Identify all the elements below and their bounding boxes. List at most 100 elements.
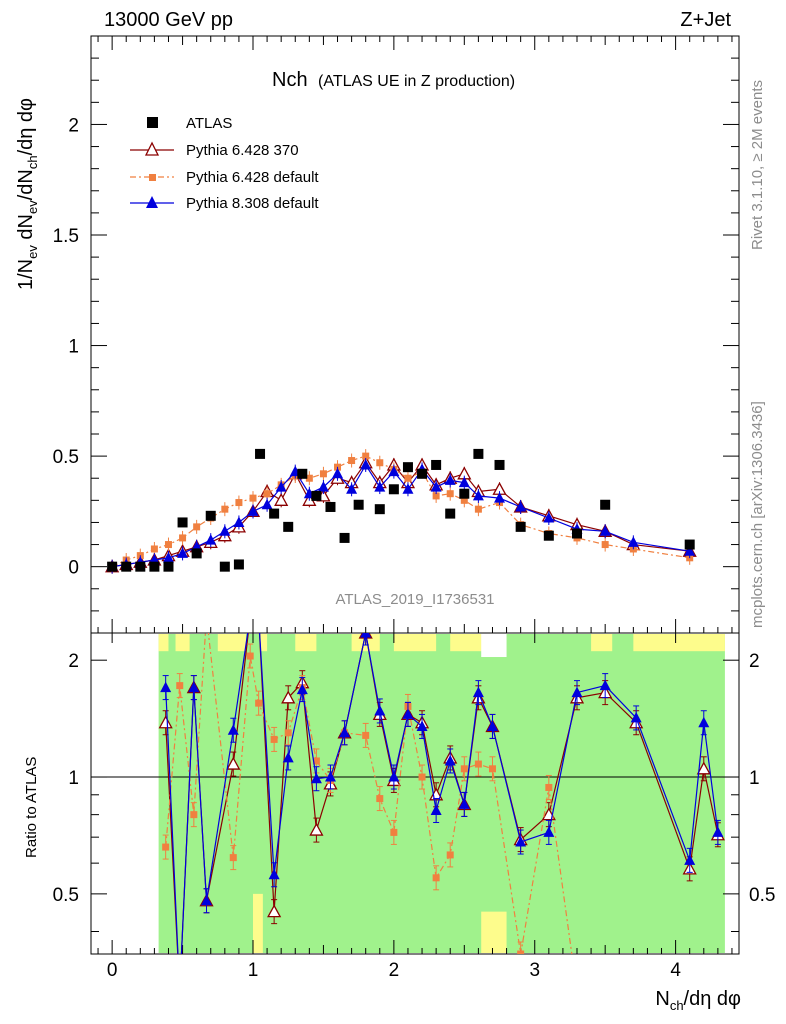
main-point (432, 492, 440, 500)
atlas-data-point (388, 484, 399, 495)
x-tick-label: 2 (389, 960, 400, 981)
ratio-y-tick-label-left: 2 (68, 651, 79, 672)
main-point (444, 474, 456, 485)
atlas-data-point (572, 528, 582, 539)
ratio-point (226, 756, 241, 770)
main-point (362, 452, 370, 460)
x-tick-label: 0 (107, 960, 118, 981)
ratio-point (486, 720, 498, 731)
ratio-point (310, 772, 322, 784)
x-tick-label: 1 (248, 960, 259, 981)
ratio-point (162, 843, 170, 851)
ratio-point (698, 716, 710, 728)
ratio-point (545, 783, 553, 791)
x-axis-label: Nch/dη dφ (655, 988, 741, 1013)
atlas-data-point (107, 561, 118, 572)
ratio-band-yellow-2 (217, 634, 246, 652)
header-process-label: Z+Jet (680, 9, 731, 31)
ratio-point (599, 679, 611, 691)
ratio-band-green (158, 634, 725, 953)
main-point (150, 545, 158, 553)
y-tick-label: 2 (68, 115, 79, 136)
x-tick-label: 3 (529, 960, 540, 981)
ratio-point (543, 826, 555, 837)
ratio-point (515, 836, 527, 847)
ratio-point (255, 699, 263, 707)
atlas-data-point (177, 517, 188, 528)
main-point (601, 541, 609, 549)
y-tick-label: 0 (68, 558, 79, 579)
ratio-point (571, 686, 583, 698)
ratio-point (418, 773, 426, 781)
header-energy-label: 13000 GeV pp (104, 9, 233, 31)
ratio-point (267, 904, 282, 918)
main-point (219, 525, 231, 536)
ratio-band-yellow-8 (591, 634, 613, 652)
ratio-point (284, 729, 292, 737)
main-point (249, 494, 257, 502)
ratio-point (460, 765, 468, 773)
ratio-point (388, 771, 400, 782)
side-label-mcplots: mcplots.cern.ch [arXiv:1306.3436] (749, 401, 766, 628)
ratio-plot-series (158, 633, 725, 954)
main-point (275, 481, 287, 492)
ratio-band-gap (481, 634, 507, 658)
main-point (494, 492, 506, 503)
atlas-data-point (515, 521, 526, 532)
legend-label-py6-default: Pythia 6.428 default (186, 169, 319, 186)
y-tick-label: 1.5 (53, 226, 79, 247)
main-point (193, 523, 201, 531)
main-point (261, 498, 273, 510)
main-point (233, 516, 245, 527)
main-series-line (111, 455, 690, 568)
main-point (263, 490, 271, 498)
ratio-point (201, 894, 213, 906)
ratio-point (446, 851, 454, 859)
main-point (404, 474, 412, 482)
ratio-y-tick-label-right: 1 (749, 768, 760, 789)
ratio-point (390, 828, 398, 836)
main-point (360, 458, 372, 470)
main-point (446, 490, 454, 498)
main-point (388, 465, 400, 477)
ratio-point (296, 683, 308, 695)
main-point (460, 496, 468, 504)
ratio-point (160, 681, 172, 693)
atlas-data-point (445, 508, 456, 519)
y-tick-label: 1 (68, 337, 79, 358)
main-point (319, 470, 327, 478)
atlas-data-point (297, 468, 308, 479)
ratio-point (324, 771, 336, 782)
main-series-line (112, 463, 690, 568)
main-point (348, 457, 356, 465)
main-point (430, 481, 442, 492)
atlas-data-point (255, 448, 266, 459)
ratio-band-yellow-9 (633, 634, 725, 652)
ratio-point (684, 854, 696, 865)
ratio-band-yellow-low (481, 911, 507, 953)
ratio-band-yellow-4 (295, 634, 317, 652)
atlas-data-point (431, 459, 442, 470)
main-point (474, 505, 482, 513)
ratio-point (190, 811, 198, 819)
ratio-point (432, 874, 440, 882)
plot-title: Nch (272, 69, 308, 91)
atlas-data-point (283, 521, 294, 532)
atlas-data-point (543, 530, 554, 541)
ratio-band-yellow-low2 (253, 893, 263, 953)
main-point (515, 500, 527, 512)
ratio-band-yellow-0 (158, 634, 169, 652)
legend: ATLAS Pythia 6.428 370 Pythia 6.428 defa… (130, 115, 319, 212)
main-plot-series (105, 448, 697, 574)
ratio-point (374, 704, 386, 716)
ratio-point (360, 633, 372, 638)
ratio-y-tick-label-left: 1 (68, 768, 79, 789)
ratio-point (472, 686, 484, 698)
ratio-y-tick-label-right: 2 (749, 651, 760, 672)
ratio-point (339, 726, 351, 738)
atlas-data-point (402, 462, 413, 473)
ratio-band-yellow-1 (175, 634, 190, 652)
legend-marker-py6-370 (144, 141, 160, 156)
main-point (374, 481, 386, 492)
